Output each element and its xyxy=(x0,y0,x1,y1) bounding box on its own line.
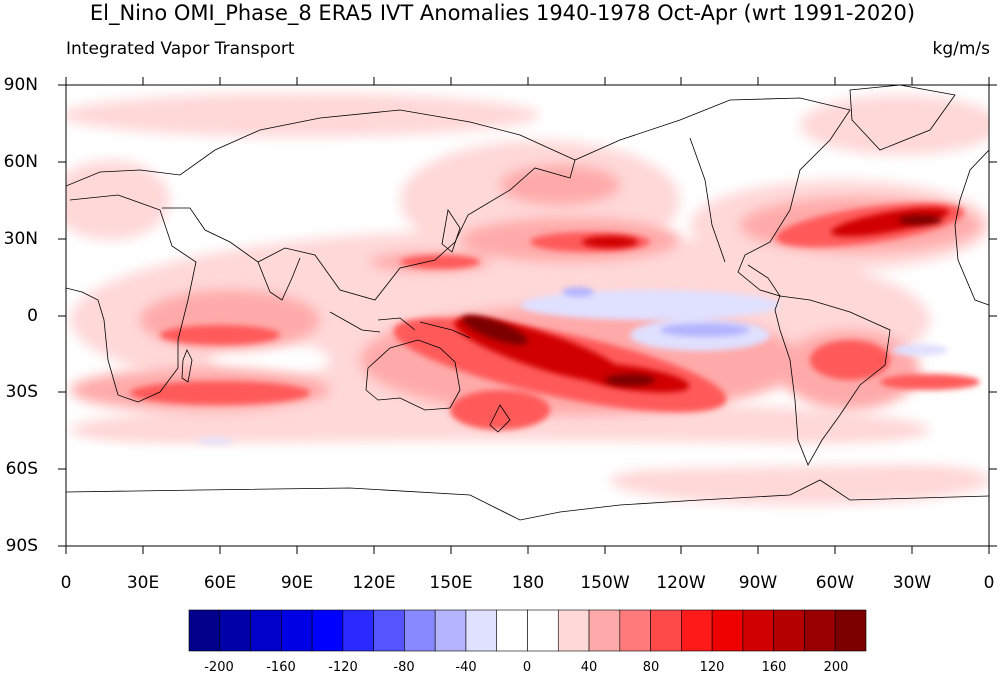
colorbar-swatch xyxy=(557,609,590,652)
axis-ticks xyxy=(58,77,997,554)
colorbar-label: -80 xyxy=(393,660,415,675)
colorbar-swatch xyxy=(465,609,498,652)
colorbar-swatch xyxy=(281,609,313,652)
lat-label-90s: 90S xyxy=(5,536,38,556)
lon-label-120w: 120W xyxy=(656,573,706,593)
colorbar-swatch xyxy=(342,609,374,652)
colorbar-swatch xyxy=(742,609,774,652)
variable-name: Integrated Vapor Transport xyxy=(66,39,295,59)
colorbar-swatch xyxy=(527,609,559,652)
colorbar-label: -120 xyxy=(328,660,358,675)
lat-label-0: 0 xyxy=(27,306,38,326)
map-title: El_Nino OMI_Phase_8 ERA5 IVT Anomalies 1… xyxy=(89,1,916,25)
lon-label-180: 180 xyxy=(511,573,545,593)
colorbar-swatch xyxy=(804,609,836,652)
colorbar-swatch xyxy=(434,609,467,652)
colorbar-swatch xyxy=(496,609,528,652)
colorbar-label: -160 xyxy=(266,660,296,675)
anomaly-field xyxy=(66,93,989,505)
lon-label-150w: 150W xyxy=(580,573,630,593)
lon-label-0-east: 0 xyxy=(983,573,995,593)
colorbar-swatch xyxy=(188,609,221,652)
colorbar-label: -40 xyxy=(455,660,477,675)
lat-label-60n: 60N xyxy=(3,152,38,172)
lon-label-60w: 60W xyxy=(815,573,855,593)
units-label: kg/m/s xyxy=(932,39,990,59)
colorbar-swatch xyxy=(681,609,713,652)
colorbar-swatch xyxy=(834,609,867,652)
colorbar-swatch xyxy=(311,609,344,652)
colorbar-label: 0 xyxy=(522,660,532,675)
lon-label-60e: 60E xyxy=(203,573,237,593)
anomaly-max xyxy=(461,215,942,386)
lon-label-30e: 30E xyxy=(126,573,160,593)
colorbar-swatch xyxy=(219,609,251,652)
lon-label-150e: 150E xyxy=(429,573,473,593)
colorbar-swatch xyxy=(773,609,805,652)
colorbar-label: 200 xyxy=(823,660,849,675)
colorbar-label: -200 xyxy=(204,660,234,675)
colorbar xyxy=(188,609,867,652)
anomaly-negative xyxy=(197,287,948,444)
lon-label-90w: 90W xyxy=(738,573,778,593)
colorbar-swatch xyxy=(373,609,405,652)
lon-label-30w: 30W xyxy=(892,573,932,593)
colorbar-label: 160 xyxy=(761,660,787,675)
colorbar-label: 80 xyxy=(642,660,660,675)
colorbar-swatch xyxy=(588,609,621,652)
colorbar-label: 40 xyxy=(580,660,598,675)
colorbar-swatch xyxy=(650,609,682,652)
lat-label-30s: 30S xyxy=(5,382,38,402)
lat-label-90n: 90N xyxy=(3,75,38,95)
lon-label-90e: 90E xyxy=(280,573,314,593)
colorbar-label: 120 xyxy=(699,660,725,675)
colorbar-swatch xyxy=(404,609,436,652)
lat-label-60s: 60S xyxy=(5,459,38,479)
coastlines xyxy=(66,85,989,521)
lon-label-120e: 120E xyxy=(352,573,396,593)
lat-label-30n: 30N xyxy=(3,229,38,249)
colorbar-swatch xyxy=(619,609,651,652)
colorbar-swatch xyxy=(250,609,282,652)
colorbar-swatch xyxy=(711,609,744,652)
lon-label-0: 0 xyxy=(60,573,72,593)
